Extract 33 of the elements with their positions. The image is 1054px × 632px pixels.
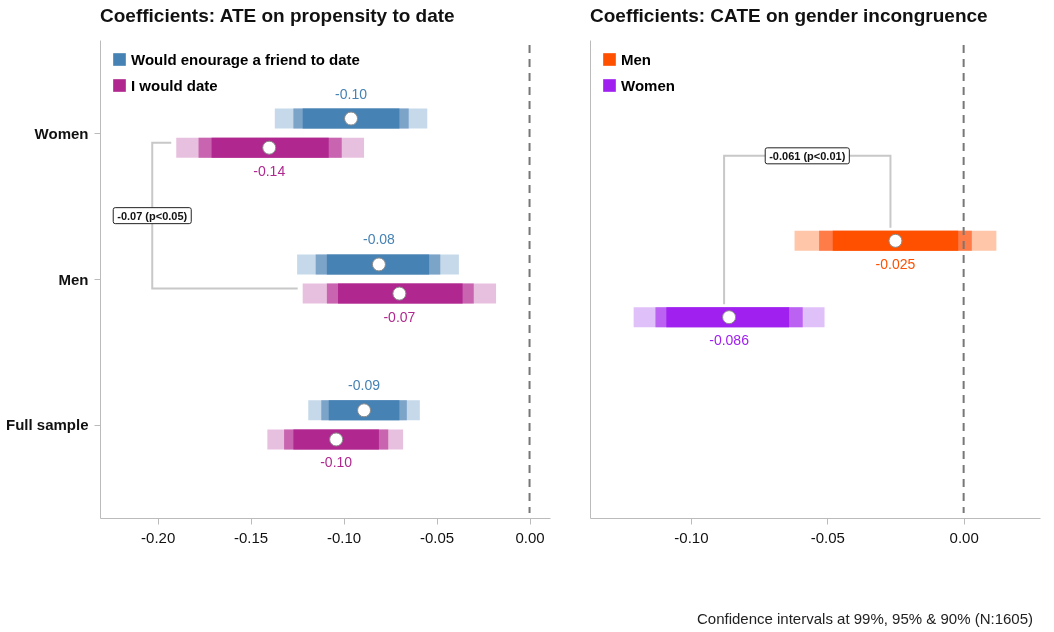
data-label: -0.025: [875, 255, 916, 272]
chart-title: Coefficients: ATE on propensity to date: [100, 5, 455, 26]
data-label: -0.09: [348, 377, 381, 394]
bar: [293, 429, 379, 450]
x-tick-label: 0.00: [515, 528, 545, 546]
data-label: -0.08: [362, 231, 396, 248]
text: Confidence intervals at 99%, 95% & 90% (N:1605): [696, 610, 1033, 627]
bar: [338, 283, 463, 304]
legend-label: I would date: [131, 76, 218, 94]
x-tick-label: -0.20: [141, 528, 176, 546]
y-tick-label: Men: [58, 270, 89, 288]
data-label: -0.14: [253, 162, 286, 179]
x-tick-label: -0.05: [810, 528, 845, 546]
bar: [302, 108, 400, 129]
x-tick-label: -0.10: [326, 528, 362, 546]
bar: [211, 137, 329, 158]
data-label: -0.086: [709, 332, 750, 349]
data-label: -0.10: [335, 85, 368, 102]
legend-label: Women: [621, 76, 675, 94]
chart-title: Coefficients: CATE on gender incongruence: [590, 5, 988, 26]
x-tick-label: -0.15: [234, 528, 269, 546]
data-label: -0.07: [383, 308, 416, 325]
data-label: -0.10: [320, 454, 353, 471]
y-tick-label: Full sample: [5, 416, 89, 434]
annotation: -0.061 (p<0.01): [769, 149, 846, 162]
annotation: -0.07 (p<0.05): [117, 209, 188, 222]
x-tick-label: -0.10: [674, 528, 709, 546]
bar: [326, 254, 430, 275]
legend-label: Men: [621, 50, 651, 68]
x-tick-label: 0.00: [949, 528, 979, 546]
legend-label: Would enourage a friend to date: [131, 50, 360, 68]
x-tick-label: -0.05: [419, 528, 455, 546]
y-tick-label: Women: [34, 124, 89, 142]
